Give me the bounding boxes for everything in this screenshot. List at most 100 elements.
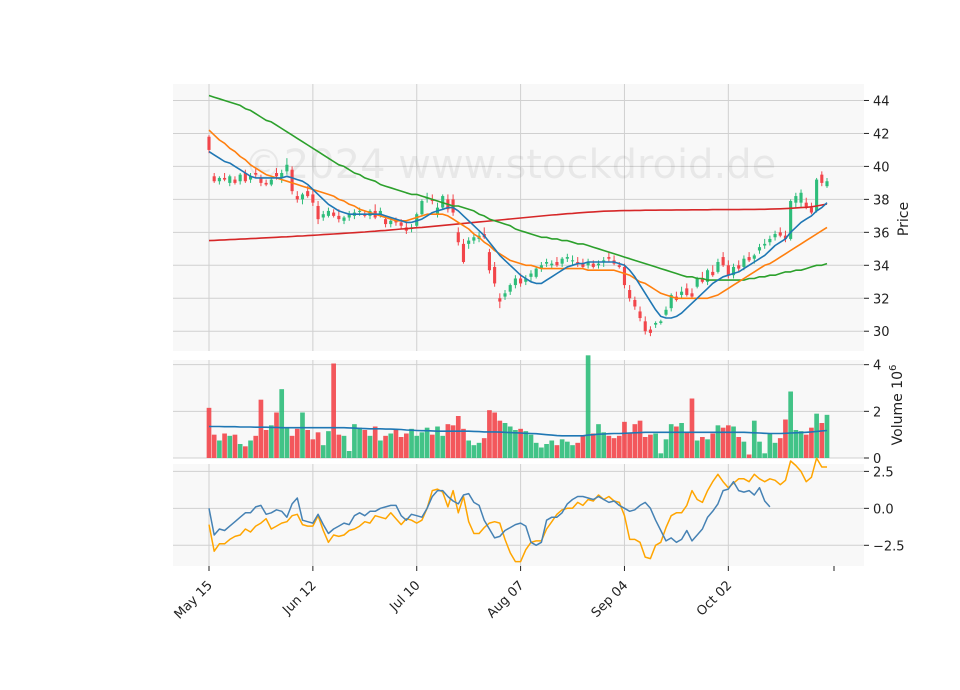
volume-bar — [632, 424, 638, 458]
candle-body — [783, 235, 788, 239]
y-tick-label: −2.5 — [873, 539, 905, 554]
volume-bar — [539, 447, 544, 458]
candle-body — [545, 262, 549, 264]
volume-bar — [372, 426, 378, 458]
indicator-panel — [208, 457, 827, 563]
candle-body — [311, 194, 315, 203]
volume-bar — [627, 433, 632, 458]
candle-body — [789, 201, 793, 239]
volume-bar — [497, 420, 503, 458]
watermark-text: ©2024 www.stockdroid.de — [244, 142, 777, 188]
volume-bar — [440, 435, 446, 458]
volume-axis-unit: 10 — [890, 371, 906, 389]
candle-body — [570, 260, 575, 262]
volume-bar — [513, 430, 518, 458]
volume-bar — [284, 427, 290, 458]
moving-average-slow-line — [208, 94, 828, 281]
volume-bar — [305, 430, 311, 458]
volume-bar — [362, 430, 368, 458]
candle-body — [659, 321, 663, 323]
volume-bar — [570, 445, 575, 458]
moving-average-long-line — [208, 203, 828, 242]
indicator-signal-line — [208, 457, 827, 563]
candle-body — [726, 265, 730, 276]
volume-bar — [450, 425, 456, 458]
volume-bar — [258, 399, 264, 458]
y-tick-label: 4 — [873, 359, 881, 374]
x-tick-label: Sep 04 — [589, 578, 632, 621]
candle-body — [778, 232, 782, 236]
volume-bar — [700, 437, 705, 458]
candle-body — [768, 238, 772, 243]
y-tick-label: 0 — [873, 452, 881, 467]
candle-body — [358, 210, 362, 212]
candle-body — [539, 265, 543, 269]
volume-bar — [357, 427, 362, 458]
candle-body — [467, 240, 471, 244]
volume-bar — [725, 425, 731, 458]
volume-bar — [674, 426, 679, 458]
volume-bar — [346, 451, 352, 458]
candle-body — [280, 173, 284, 178]
volume-bar — [544, 444, 549, 458]
volume-bar — [611, 438, 617, 458]
volume-bar — [476, 442, 482, 458]
volume-bar — [419, 432, 425, 458]
candle-body — [274, 173, 279, 177]
volume-bar — [352, 424, 357, 458]
candle-body — [248, 176, 253, 180]
volume-bar — [590, 433, 596, 458]
candle-body — [763, 243, 767, 246]
candle-body — [243, 173, 247, 182]
volume-bar — [274, 412, 279, 458]
volume-bar — [310, 439, 316, 458]
candle-body — [804, 202, 808, 208]
candle-body — [809, 207, 813, 213]
candle-body — [503, 293, 507, 297]
volume-bar — [336, 434, 342, 458]
candle-body — [290, 169, 294, 192]
candle-body — [773, 233, 777, 238]
candle-body — [669, 294, 673, 309]
volume-bar — [383, 435, 388, 458]
panel-backgrounds — [173, 84, 864, 566]
volume-bar — [237, 444, 243, 458]
volume-bar — [751, 420, 757, 458]
candle-body — [565, 257, 569, 259]
candle-body — [685, 288, 689, 295]
candle-body — [560, 258, 564, 264]
volume-bar — [232, 434, 238, 458]
y-tick-label: 32 — [873, 292, 890, 307]
volume-bar — [341, 435, 347, 458]
volume-bar — [461, 428, 466, 458]
volume-bar — [772, 442, 778, 458]
volume-moving-average-line — [209, 425, 828, 437]
candle-body — [394, 220, 398, 223]
volume-bar — [435, 426, 440, 458]
volume-bar — [424, 427, 430, 458]
candle-body — [228, 176, 232, 183]
candle-body — [306, 191, 310, 197]
volume-bar — [762, 453, 768, 458]
volume-bar — [253, 435, 259, 458]
volume-bar — [528, 434, 534, 458]
volume-bar — [211, 434, 217, 458]
candle-body — [757, 247, 762, 251]
candle-body — [731, 266, 736, 276]
candle-body — [498, 298, 502, 302]
volume-bar — [580, 435, 586, 458]
volume-bar — [248, 440, 253, 458]
candle-body — [254, 173, 258, 175]
volume-bar — [294, 428, 300, 458]
candle-body — [472, 237, 476, 241]
candle-body — [295, 196, 299, 200]
y-tick-label: 40 — [873, 160, 890, 175]
volume-bar — [289, 435, 295, 458]
volume-bar — [689, 398, 695, 458]
candle-body — [721, 257, 725, 266]
candle-body — [752, 255, 756, 259]
volume-bar — [393, 430, 399, 458]
candle-body — [212, 176, 216, 182]
x-tick-label: Jul 10 — [387, 578, 424, 615]
